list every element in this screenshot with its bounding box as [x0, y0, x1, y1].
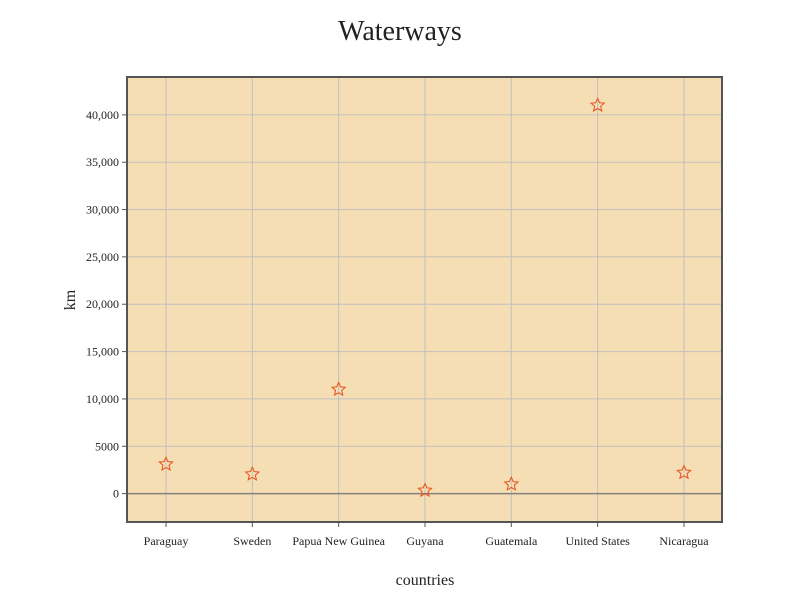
data-point-star: [158, 455, 174, 471]
x-axis-label: countries: [396, 572, 455, 589]
y-tick-label: 40,000: [86, 108, 119, 122]
x-tick-label: United States: [565, 534, 630, 548]
data-point-star: [244, 465, 261, 481]
y-tick-label: 20,000: [86, 297, 119, 311]
data-point-star: [417, 482, 433, 498]
data-points: [158, 97, 692, 498]
x-tick-label: Nicaragua: [659, 534, 709, 548]
data-point-star: [503, 475, 520, 491]
x-tick-label: Sweden: [233, 534, 271, 548]
y-tick-label: 15,000: [86, 345, 119, 359]
data-point-star: [589, 97, 606, 113]
x-tick-label: Paraguay: [144, 534, 189, 548]
data-point-star: [676, 464, 692, 480]
y-tick-label: 30,000: [86, 203, 119, 217]
y-axis-label: km: [62, 289, 79, 310]
x-tick-label: Guyana: [406, 534, 444, 548]
chart-title: Waterways: [338, 16, 462, 47]
y-tick-label: 25,000: [86, 250, 119, 264]
data-point-star: [330, 381, 347, 397]
x-tick-label: Guatemala: [485, 534, 538, 548]
y-axis: 0 5000 10,000 15,000 20,000 25,000 30,000 35,00…: [86, 108, 127, 501]
y-tick-label: 5000: [95, 439, 119, 453]
x-axis: Paraguay Sweden Papua New Guinea Guyana Guat…: [144, 522, 709, 548]
y-tick-label: 35,000: [86, 155, 119, 169]
y-tick-label: 0: [113, 487, 119, 501]
x-tick-label: Papua New Guinea: [292, 534, 385, 548]
y-tick-label: 10,000: [86, 392, 119, 406]
grid-lines: [127, 77, 722, 522]
